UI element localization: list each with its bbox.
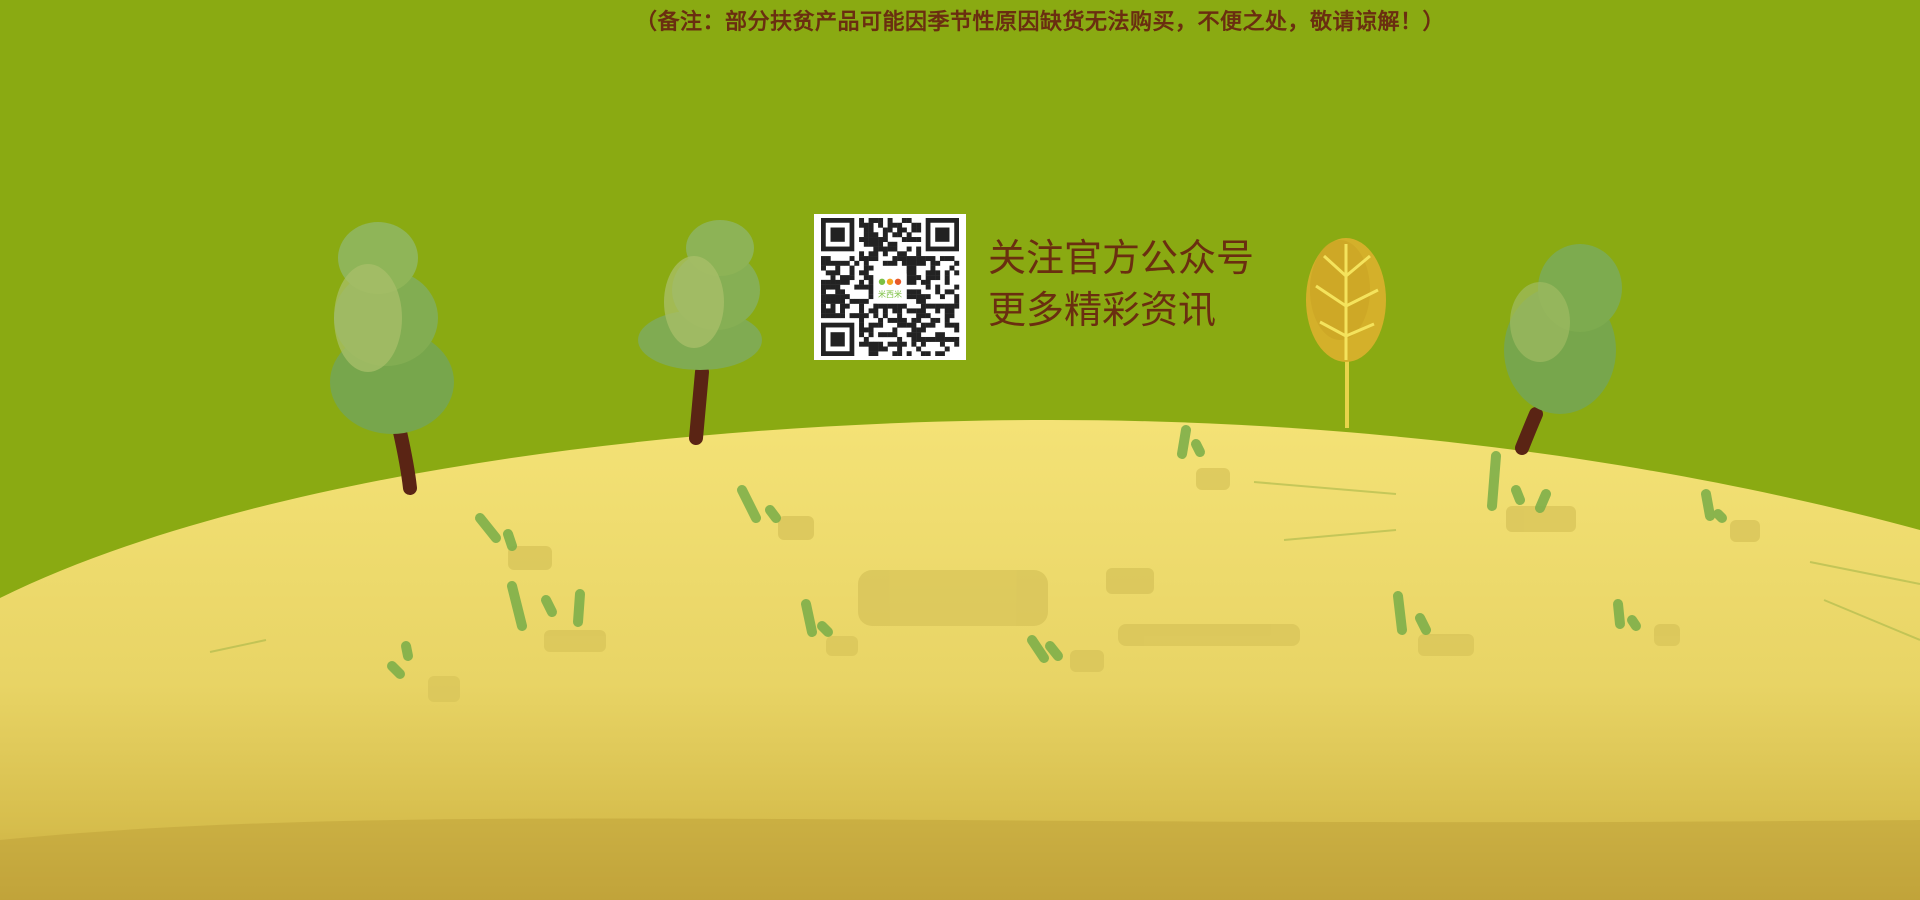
follow-line-2: 更多精彩资讯 xyxy=(988,288,1217,332)
follow-text-block: 关注官方公众号 更多精彩资讯 xyxy=(988,232,1254,336)
notice-text: （备注：部分扶贫产品可能因季节性原因缺货无法购买，不便之处，敬请谅解！） xyxy=(634,10,1445,35)
qr-code-pattern: 米西米 xyxy=(818,218,962,356)
tree-2 xyxy=(638,220,762,370)
qr-logo-text: 米西米 xyxy=(878,289,902,299)
tree-trunk xyxy=(393,425,417,495)
tree-4 xyxy=(1504,244,1622,414)
follow-line-1: 关注官方公众号 xyxy=(988,236,1255,280)
hill xyxy=(0,420,1920,900)
qr-code: 米西米 xyxy=(814,214,966,360)
golden-tree xyxy=(1306,238,1386,362)
tree-1 xyxy=(330,222,454,434)
